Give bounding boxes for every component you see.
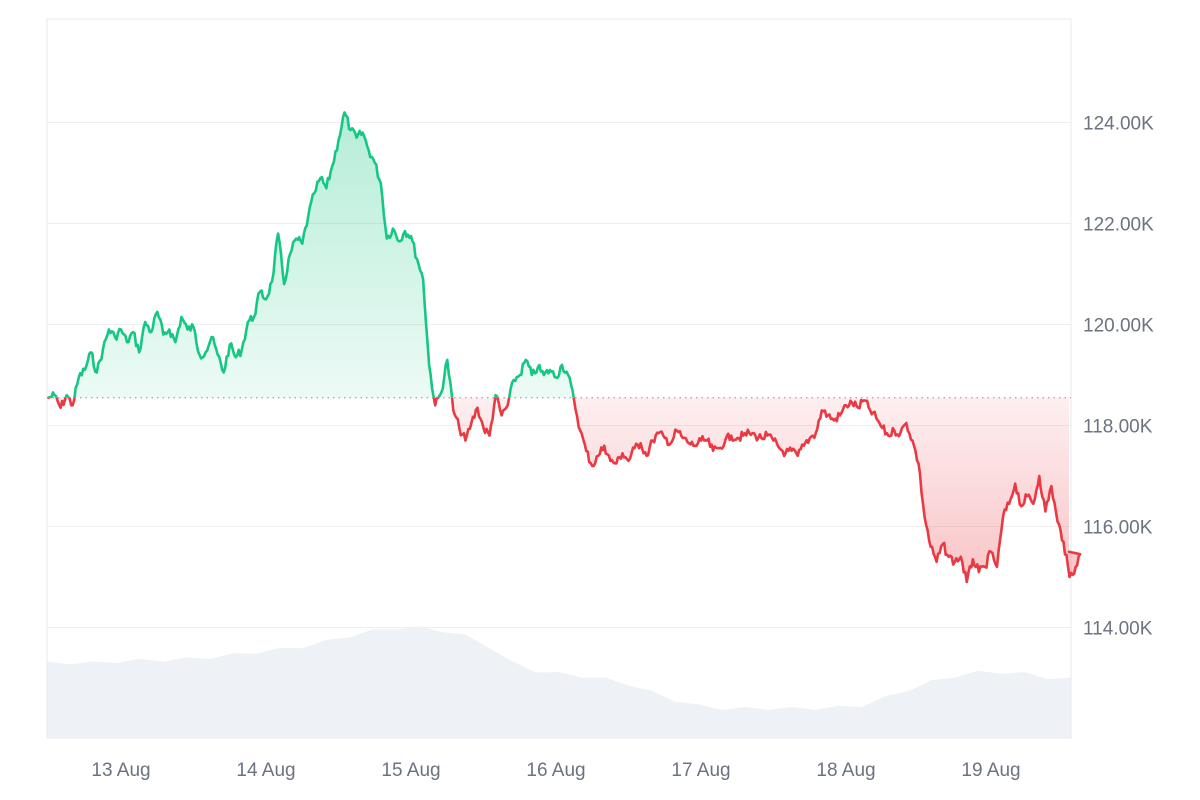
y-tick-label: 122.00K — [1083, 215, 1154, 236]
area-below-baseline — [56, 397, 1081, 582]
area-above-baseline — [48, 112, 1069, 398]
grid-lines — [47, 122, 1071, 628]
x-axis: 13 Aug 14 Aug 15 Aug 16 Aug 17 Aug 18 Aug 19 A… — [91, 760, 1020, 781]
x-tick-label: 17 Aug — [671, 760, 730, 781]
y-axis: 124.00K 122.00K 120.00K 118.00K 116.00K 114.0… — [1083, 114, 1154, 640]
y-tick-label: 116.00K — [1083, 518, 1153, 539]
price-line-above-baseline[interactable] — [47, 111, 1081, 582]
y-tick-label: 124.00K — [1083, 114, 1154, 135]
x-tick-label: 13 Aug — [91, 760, 150, 781]
y-tick-label: 114.00K — [1083, 619, 1153, 640]
x-tick-label: 16 Aug — [526, 760, 585, 781]
x-tick-label: 19 Aug — [961, 760, 1020, 781]
x-tick-label: 18 Aug — [816, 760, 875, 781]
y-tick-label: 118.00K — [1083, 417, 1153, 438]
y-tick-label: 120.00K — [1083, 316, 1154, 337]
price-line-below-baseline[interactable] — [47, 112, 1082, 584]
x-tick-label: 14 Aug — [236, 760, 295, 781]
plot-frame — [46, 18, 1072, 739]
x-tick-label: 15 Aug — [381, 760, 440, 781]
volume-area — [47, 626, 1071, 738]
